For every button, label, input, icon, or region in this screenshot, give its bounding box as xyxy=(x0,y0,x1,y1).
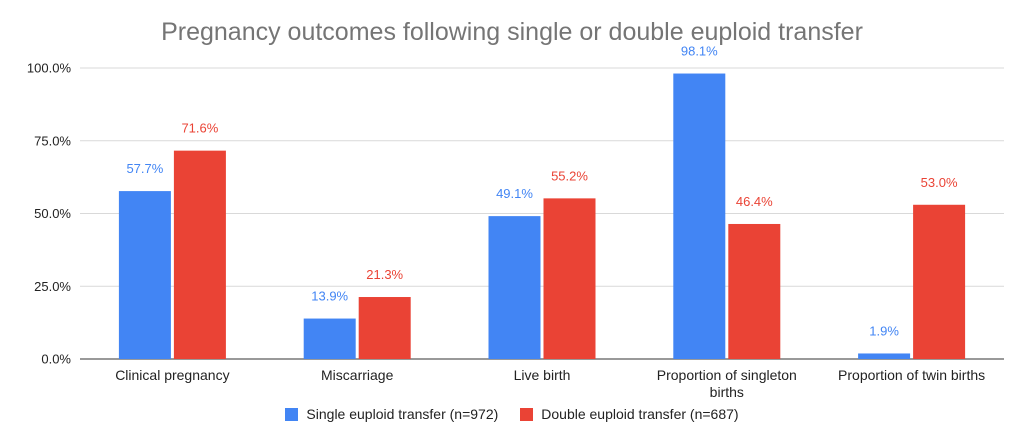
chart-title: Pregnancy outcomes following single or d… xyxy=(161,18,863,46)
x-tick-label: Clinical pregnancy xyxy=(115,367,229,383)
bar-single xyxy=(673,73,726,360)
data-label: 21.3% xyxy=(366,267,403,282)
legend-swatch-single xyxy=(285,407,299,421)
data-label: 71.6% xyxy=(181,121,218,136)
legend-swatch-double xyxy=(520,407,534,421)
data-label: 57.7% xyxy=(126,161,163,176)
y-tick-label: 25.0% xyxy=(34,279,71,294)
legend-label-single: Single euploid transfer (n=972) xyxy=(306,406,499,422)
data-label: 55.2% xyxy=(551,168,588,183)
x-tick-label: births xyxy=(710,384,744,400)
x-tick-label: Miscarriage xyxy=(321,367,394,383)
legend-item-double: Double euploid transfer (n=687) xyxy=(520,406,739,422)
y-tick-label: 50.0% xyxy=(34,206,71,221)
data-label: 46.4% xyxy=(736,194,773,209)
bar-single xyxy=(858,353,911,359)
x-tick-label: Proportion of singleton xyxy=(657,367,797,383)
bar-double xyxy=(913,204,966,359)
bar-double xyxy=(543,198,596,359)
legend-label-double: Double euploid transfer (n=687) xyxy=(541,406,739,422)
data-label: 49.1% xyxy=(496,186,533,201)
data-label: 13.9% xyxy=(311,289,348,304)
bar-single xyxy=(488,216,541,359)
y-tick-label: 0.0% xyxy=(41,352,71,367)
bar-single xyxy=(303,318,356,359)
data-label: 98.1% xyxy=(681,44,718,59)
data-label: 1.9% xyxy=(869,323,899,338)
x-tick-label: Live birth xyxy=(514,367,571,383)
bar-double xyxy=(728,223,781,359)
y-tick-label: 75.0% xyxy=(34,133,71,148)
y-tick-label: 100.0% xyxy=(27,61,72,76)
legend-item-single: Single euploid transfer (n=972) xyxy=(285,406,498,422)
bar-double xyxy=(358,297,411,359)
legend: Single euploid transfer (n=972) Double e… xyxy=(0,406,1024,422)
x-tick-label: Proportion of twin births xyxy=(838,367,985,383)
bar-double xyxy=(173,150,226,359)
data-label: 53.0% xyxy=(921,175,958,190)
bar-single xyxy=(118,191,171,359)
